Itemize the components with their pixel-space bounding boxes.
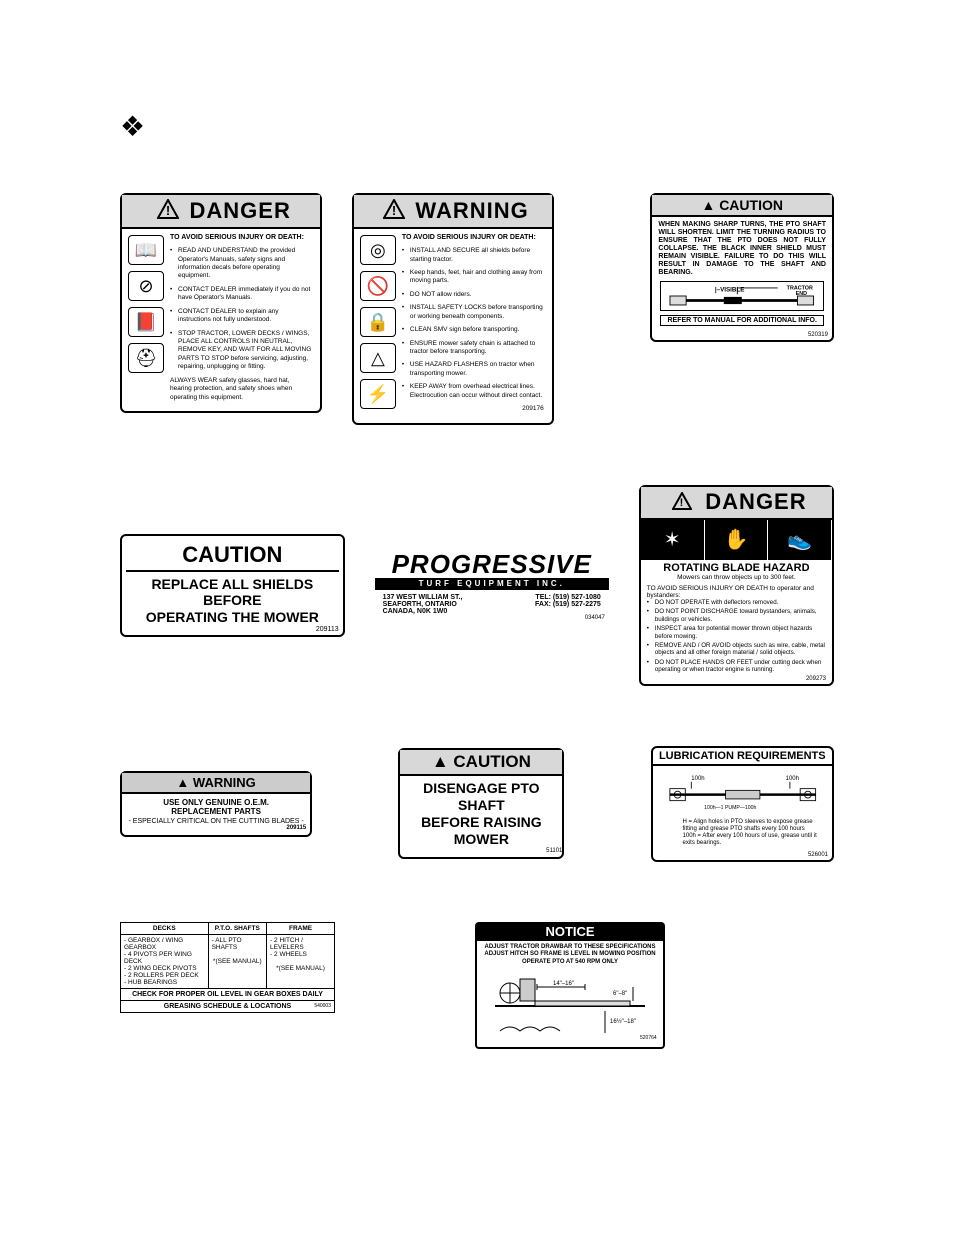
danger-item: READ AND UNDERSTAND the provided Operato… <box>170 247 312 281</box>
danger-item: STOP TRACTOR, LOWER DECKS / WINGS, PLACE… <box>170 330 312 372</box>
manual-icon: 📖 <box>128 235 164 265</box>
svg-text:520764: 520764 <box>640 1035 657 1041</box>
warning-title: WARNING <box>415 198 528 224</box>
thrown-object-icon: ✶ <box>641 520 705 560</box>
spec-table-decal: DECKS P.T.O. SHAFTS FRAME - GEARBOX / WI… <box>120 922 335 1013</box>
warning-item: KEEP AWAY from overhead electrical lines… <box>402 383 544 400</box>
shaft-diagram: |–VISIBLE TRACTOR END <box>660 281 824 311</box>
manual2-icon: 📕 <box>128 307 164 337</box>
warning-partno: 209176 <box>402 405 544 413</box>
danger-lead: TO AVOID SERIOUS INJURY OR DEATH: <box>170 233 312 242</box>
warning-item: INSTALL SAFETY LOCKS before transporting… <box>402 304 544 321</box>
svg-text:100h—1 PUMP—100h: 100h—1 PUMP—100h <box>704 805 756 811</box>
svg-text:!: ! <box>680 497 685 509</box>
blade-hazard-title: ROTATING BLADE HAZARD <box>641 560 832 574</box>
blade-foot-icon: 👟 <box>768 520 832 560</box>
row-4: DECKS P.T.O. SHAFTS FRAME - GEARBOX / WI… <box>120 922 834 1049</box>
row-3: ▲ WARNING USE ONLY GENUINE O.E.M. REPLAC… <box>120 746 834 862</box>
caution-shields-partno: 209113 <box>126 626 339 633</box>
blade-item: DO NOT OPERATE with deflectors removed. <box>647 599 826 606</box>
notice-decal: NOTICE ADJUST TRACTOR DRAWBAR TO THESE S… <box>475 922 665 1049</box>
blade-item: DO NOT PLACE HANDS OR FEET under cutting… <box>647 659 826 674</box>
lube-diagram: 100h 100h 100h—1 PUMP—100h <box>657 770 828 815</box>
hitch-diagram: 14"–16" 6"–8" 16½"–18" 520764 <box>482 971 658 1041</box>
key-icon: ⊘ <box>128 271 164 301</box>
lubrication-decal: LUBRICATION REQUIREMENTS 100h 100h 100h—… <box>651 746 834 862</box>
brand-sub: TURF EQUIPMENT INC. <box>375 578 609 590</box>
row-1: ! DANGER 📖 ⊘ 📕 ⛑ TO AVOID SERIOUS INJURY… <box>120 193 834 425</box>
svg-text:100h: 100h <box>691 776 704 782</box>
caution-disengage-decal: ▲ CAUTION DISENGAGE PTO SHAFT BEFORE RAI… <box>398 748 564 858</box>
no-rider-icon: 🚫 <box>360 271 396 301</box>
danger-title: DANGER <box>190 198 291 224</box>
caution-shields-decal: CAUTION REPLACE ALL SHIELDS BEFOREOPERAT… <box>120 534 345 637</box>
caution-shaft-title: ▲ <box>701 197 719 213</box>
blade-item: INSPECT area for potential mower thrown … <box>647 625 826 640</box>
manufacturer-plate: PROGRESSIVE TURF EQUIPMENT INC. 137 WEST… <box>375 549 609 621</box>
shield-icon: ◎ <box>360 235 396 265</box>
brand-name: PROGRESSIVE <box>375 549 609 580</box>
warning-decal: ! WARNING ◎ 🚫 🔒 △ ⚡ TO AVOID SERIOUS INJ… <box>352 193 554 425</box>
warning-item: USE HAZARD FLASHERS on tractor when tran… <box>402 361 544 378</box>
danger-blade-decal: ! DANGER ✶ ✋ 👟 ROTATING BLADE HAZARD Mow… <box>639 485 834 686</box>
warning-triangle-icon: ! <box>672 490 692 516</box>
svg-text:14"–16": 14"–16" <box>553 981 574 987</box>
caution-shaft-decal: ▲ CAUTION WHEN MAKING SHARP TURNS, THE P… <box>650 193 834 342</box>
warning-item: ENSURE mower safety chain is attached to… <box>402 340 544 357</box>
lock-icon: 🔒 <box>360 307 396 337</box>
row-2: CAUTION REPLACE ALL SHIELDS BEFOREOPERAT… <box>120 485 834 686</box>
smv-icon: △ <box>360 343 396 373</box>
svg-text:100h: 100h <box>785 776 798 782</box>
caution-shaft-partno: 520319 <box>652 332 832 340</box>
danger-decal: ! DANGER 📖 ⊘ 📕 ⛑ TO AVOID SERIOUS INJURY… <box>120 193 322 413</box>
warning-item: CLEAN SMV sign before transporting. <box>402 326 544 334</box>
warning-item: INSTALL AND SECURE all shields before st… <box>402 247 544 264</box>
blade-item: DO NOT POINT DISCHARGE toward bystanders… <box>647 608 826 623</box>
warning-item: DO NOT allow riders. <box>402 291 544 299</box>
section-bullet: ❖ <box>120 110 834 143</box>
svg-text:6"–8": 6"–8" <box>613 991 627 997</box>
refer-bar: REFER TO MANUAL FOR ADDITIONAL INFO. <box>660 315 824 326</box>
blade-item: REMOVE AND / OR AVOID objects such as wi… <box>647 642 826 657</box>
blade-hand-icon: ✋ <box>705 520 769 560</box>
svg-text:END: END <box>796 291 807 297</box>
ppe-icon: ⛑ <box>128 343 164 373</box>
svg-text:!: ! <box>166 203 170 218</box>
warning-item: Keep hands, feet, hair and clothing away… <box>402 269 544 286</box>
blade-partno: 209273 <box>647 676 826 682</box>
caution-shields-title: CAUTION <box>126 542 339 572</box>
danger-footer: ALWAYS WEAR safety glasses, hard hat, he… <box>170 377 312 402</box>
svg-text:!: ! <box>392 203 396 218</box>
warning-oem-decal: ▲ WARNING USE ONLY GENUINE O.E.M. REPLAC… <box>120 771 312 837</box>
warning-triangle-icon: ! <box>383 199 405 224</box>
svg-text:16½"–18": 16½"–18" <box>610 1018 636 1025</box>
danger-item: CONTACT DEALER to explain any instructio… <box>170 308 312 325</box>
caution-shaft-body: WHEN MAKING SHARP TURNS, THE PTO SHAFT W… <box>658 221 826 277</box>
hazard-icon: ⚡ <box>360 379 396 409</box>
danger-item: CONTACT DEALER immediately if you do not… <box>170 286 312 303</box>
warning-triangle-icon: ! <box>157 199 179 224</box>
warning-lead: TO AVOID SERIOUS INJURY OR DEATH: <box>402 233 544 242</box>
